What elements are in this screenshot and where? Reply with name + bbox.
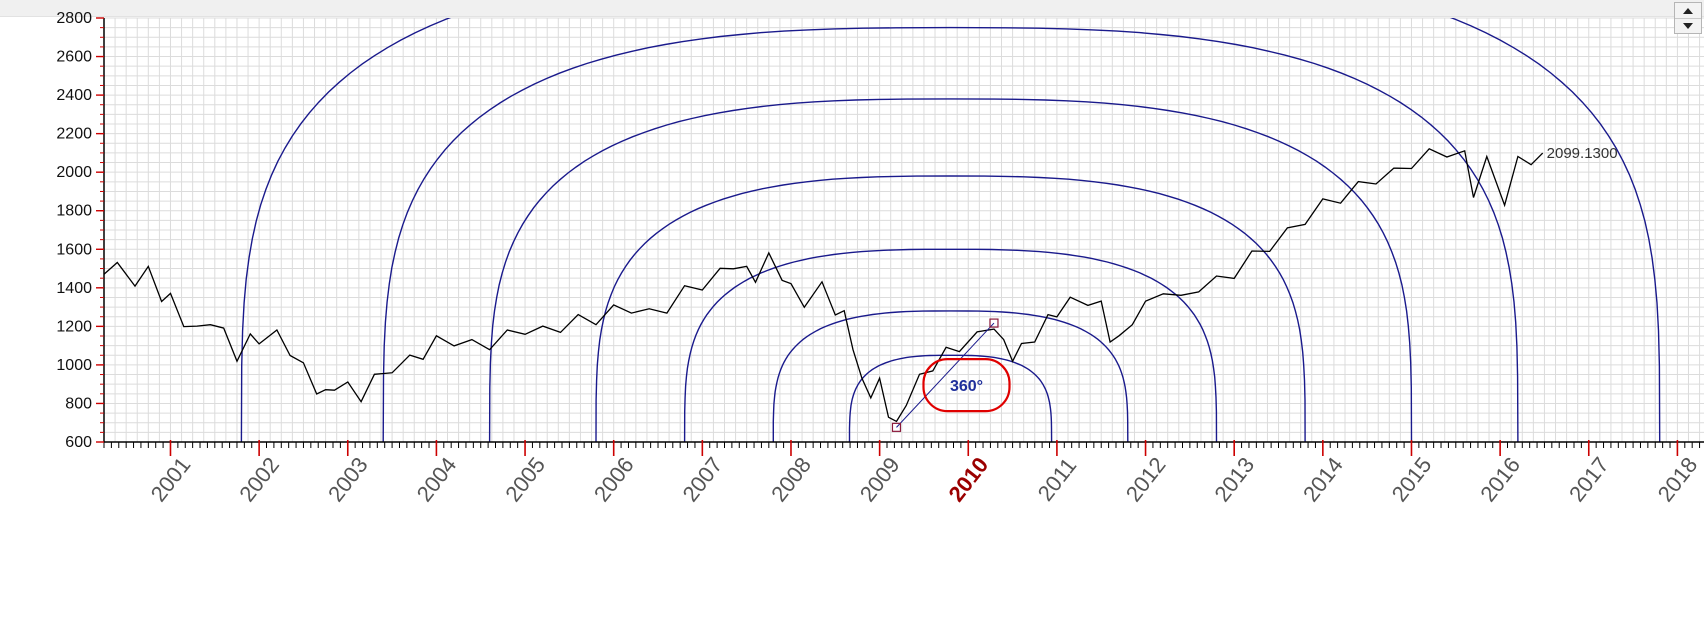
x-tick-label: 2002 — [234, 452, 284, 506]
x-tick-label: 2001 — [146, 452, 196, 506]
time-price-arcs — [240, 18, 1661, 443]
x-tick-label: 2003 — [323, 452, 373, 506]
y-tick-label: 2000 — [56, 164, 92, 181]
y-tick-label: 2400 — [56, 87, 92, 104]
y-tick-label: 1200 — [56, 318, 92, 335]
scroll-spinner[interactable] — [1674, 2, 1702, 34]
x-tick-label: 2018 — [1653, 452, 1703, 506]
y-tick-label: 1000 — [56, 357, 92, 374]
x-tick-label: 2007 — [678, 452, 728, 506]
x-tick-label: 2016 — [1475, 452, 1525, 506]
x-tick-label: 2009 — [855, 452, 905, 506]
y-tick-label: 2800 — [56, 10, 92, 27]
x-tick-label: 2015 — [1387, 452, 1437, 506]
x-tick-label: 2010 — [943, 452, 993, 506]
x-axis-ticks: 2001 2002 2003 2004 2005 2006 2007 2008 2009 2010… — [146, 440, 1703, 506]
anchor-end-handle[interactable] — [989, 318, 999, 328]
x-tick-label: 2013 — [1209, 452, 1259, 506]
arc-curve-5 — [488, 98, 1413, 443]
annotation-ring — [922, 358, 1011, 413]
spin-down-button[interactable] — [1675, 18, 1701, 33]
spin-up-button[interactable] — [1675, 3, 1701, 19]
triangle-down-icon — [1683, 22, 1693, 29]
x-tick-label: 2014 — [1298, 452, 1348, 506]
annotation-connector — [896, 322, 995, 428]
arc-curve-7 — [240, 18, 1661, 443]
chart-grid — [103, 17, 1704, 443]
arc-curve-6 — [382, 26, 1519, 443]
x-tick-label: 2011 — [1033, 453, 1082, 506]
x-tick-label: 2017 — [1564, 452, 1614, 506]
y-tick-label: 1600 — [56, 241, 92, 258]
y-tick-label: 2200 — [56, 126, 92, 143]
price-line-1 — [104, 148, 1544, 423]
x-tick-label: 2005 — [500, 452, 550, 506]
x-tick-label: 2006 — [589, 452, 639, 506]
arc-curve-4 — [595, 175, 1306, 443]
x-tick-label: 2004 — [412, 452, 462, 506]
y-axis-ticks: 600 800 1000 1200 1400 1600 1800 2000 2200 2400 26… — [56, 10, 104, 451]
y-tick-label: 800 — [65, 395, 92, 412]
toolbar-strip — [0, 0, 1704, 17]
x-tick-label: 2008 — [766, 452, 816, 506]
last-value-label: 2099.1300 — [1547, 145, 1618, 162]
x-tick-label: 2012 — [1121, 452, 1171, 506]
arc-curve-3 — [683, 248, 1218, 443]
y-tick-label: 1800 — [56, 203, 92, 220]
arc-curve-2 — [772, 310, 1129, 443]
anchor-start-handle[interactable] — [891, 422, 902, 432]
annotation-angle-label: 360° — [950, 378, 983, 395]
y-tick-label: 600 — [65, 434, 92, 451]
angle-annotation[interactable]: 360° — [891, 318, 1011, 432]
arc-curve-1 — [848, 354, 1053, 443]
last-value-text: 2099.1300 — [1547, 145, 1618, 162]
y-tick-label: 1400 — [56, 280, 92, 297]
y-tick-label: 2600 — [56, 49, 92, 66]
triangle-up-icon — [1683, 7, 1693, 14]
price-series — [104, 148, 1544, 423]
